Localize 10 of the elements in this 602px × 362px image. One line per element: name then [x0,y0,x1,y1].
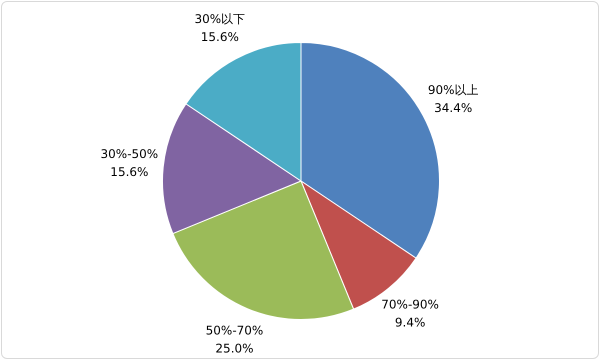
slice-label: 30%以下 [194,12,246,26]
data-label: 15.6% [110,164,148,179]
slice-label: 90%以上 [428,82,479,97]
data-label: 9.4% [394,316,426,330]
slice-label: 70%-90% [381,298,439,312]
data-label: 25.0% [215,341,254,356]
slice-label: 50%-70% [206,323,264,338]
slice-label: 30%-50% [100,146,158,161]
data-label: 34.4% [434,100,472,115]
data-label: 15.6% [200,30,239,44]
